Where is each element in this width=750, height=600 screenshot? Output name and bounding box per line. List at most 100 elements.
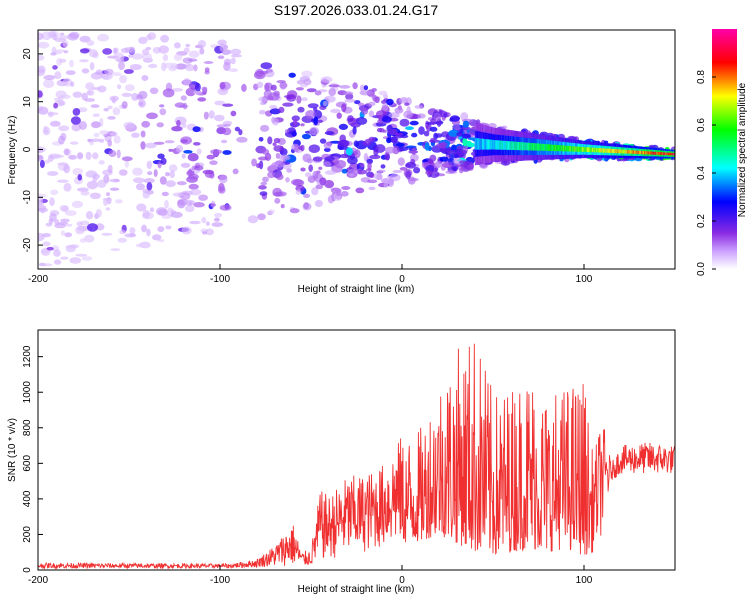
spectrogram-cell	[72, 108, 81, 116]
spectrogram-cell	[501, 125, 508, 130]
spectrogram-cell	[311, 187, 319, 196]
spectrogram-cell	[230, 110, 237, 117]
spectrogram-ridge-cell	[573, 146, 575, 152]
spectrogram-cell	[38, 106, 49, 115]
spectrogram-cell	[136, 203, 147, 212]
spectrogram-ridge-cell	[555, 144, 557, 152]
spectrogram-cell	[103, 197, 108, 207]
spectrogram-ridge-cell	[571, 146, 573, 152]
spectrogram-cell	[170, 211, 183, 218]
spectrogram-cell	[117, 84, 122, 90]
spectrogram-cell	[460, 112, 469, 121]
spectrogram-cell	[354, 100, 361, 105]
spectrogram-cell	[217, 39, 227, 46]
x-tick-label: -100	[210, 575, 230, 586]
spectrogram-cell	[112, 72, 122, 77]
spectrogram-cell	[405, 126, 414, 131]
spectrogram-cell	[368, 173, 375, 179]
spectrogram-cell	[195, 82, 201, 92]
spectrogram-cell	[149, 207, 155, 213]
spectrogram-ridge-cell	[543, 143, 545, 151]
spectrogram-cell	[161, 191, 169, 197]
spectrogram-cell	[159, 176, 167, 185]
spectrogram-cell	[258, 185, 267, 190]
spectrogram-cell	[301, 133, 311, 140]
spectrogram-cell	[70, 81, 75, 87]
spectrogram-ridge-cell	[498, 140, 500, 150]
x-tick-label: 100	[576, 274, 593, 285]
spectrogram-cell	[405, 170, 412, 180]
spectrogram-ridge-cell	[536, 143, 538, 151]
spectrogram-cell	[138, 99, 146, 108]
y-tick-label: 400	[22, 490, 33, 507]
spectrogram-cell	[413, 167, 421, 174]
snr-x-label: Height of straight line (km)	[298, 584, 415, 595]
spectrogram-ridge-cell	[621, 149, 623, 154]
spectrogram-cell	[92, 113, 100, 117]
spectrogram-cell	[230, 57, 236, 65]
spectrogram-cell	[108, 150, 117, 157]
spectrogram-cell	[91, 121, 101, 129]
spectrogram-ridge-cell	[490, 139, 492, 150]
spectrogram-ridge-cell	[493, 139, 495, 150]
spectrogram-cell	[272, 142, 277, 147]
spectrogram-cell	[307, 103, 319, 109]
spectrogram-ridge-cell	[604, 148, 606, 153]
spectrogram-cell	[223, 62, 231, 71]
spectrogram-cell	[214, 217, 220, 222]
spectrogram-ridge-cell	[616, 149, 618, 154]
spectrogram-ridge-cell	[670, 152, 672, 156]
spectrogram-cell	[77, 152, 84, 160]
spectrogram-cell	[295, 189, 302, 195]
spectrogram-ridge-cell	[622, 149, 624, 154]
spectrogram-cell	[71, 200, 84, 208]
spectrogram-ridge-cell	[517, 141, 519, 151]
spectrogram-ridge-cell	[638, 150, 640, 155]
spectrogram-ridge-cell	[476, 138, 478, 150]
spectrogram-ridge-cell	[540, 143, 542, 151]
spectrogram-cell	[47, 111, 54, 118]
spectrogram-cell	[341, 103, 347, 113]
spectrogram-cell	[292, 179, 305, 187]
spectrogram-ridge-cell	[475, 137, 477, 150]
spectrogram-cell	[337, 145, 349, 150]
spectrogram-cell	[131, 53, 144, 60]
x-tick-label: 100	[576, 575, 593, 586]
colorbar-ticks: 0.0 0.2 0.4 0.6 0.8	[696, 70, 716, 276]
spectrogram-ridge-cell	[477, 138, 479, 150]
spectrogram-ridge-cell	[612, 149, 614, 154]
snr-x-ticks: -200 -100 0 100	[28, 565, 593, 586]
spectrogram-cell	[267, 136, 273, 145]
spectrogram-cell	[368, 101, 376, 107]
spectrogram-ridge-cell	[481, 138, 483, 150]
spectrogram-cell	[352, 126, 357, 135]
spectrogram-ridge-cell	[583, 147, 585, 152]
spectrogram-ridge-cell	[570, 146, 572, 152]
spectrogram-cell	[297, 106, 305, 113]
x-tick-label: 0	[399, 575, 405, 586]
spectrogram-cell	[345, 147, 353, 156]
spectrogram-cell	[301, 97, 308, 102]
spectrogram-ridge-cell	[483, 138, 485, 150]
spectrogram-ridge-cell	[564, 145, 566, 152]
spectrogram-ridge-cell	[559, 145, 561, 152]
spectrogram-cell	[97, 33, 109, 42]
spectrogram-cell	[386, 98, 394, 106]
spectrogram-cell	[168, 164, 178, 172]
spectrogram-cell	[38, 193, 47, 198]
spectrogram-cell	[416, 113, 426, 119]
spectrogram-cell	[54, 71, 62, 80]
spectrogram-cell	[129, 227, 136, 235]
spectrogram-ridge-cell	[646, 151, 648, 155]
spectrogram-cell	[328, 88, 337, 97]
spectrogram-cell	[210, 149, 222, 155]
spectrogram-ridge-cell	[550, 144, 552, 152]
spectrogram-ridge-cell	[504, 140, 506, 150]
spectrogram-cell	[140, 141, 146, 150]
spectrogram-ridge-cell	[523, 142, 525, 151]
spectrogram-cell	[452, 124, 461, 131]
spectrogram-cell	[144, 142, 157, 149]
spectrogram-cell	[468, 162, 475, 171]
spectrogram-cell	[53, 102, 58, 109]
y-tick-label: -20	[22, 237, 33, 252]
